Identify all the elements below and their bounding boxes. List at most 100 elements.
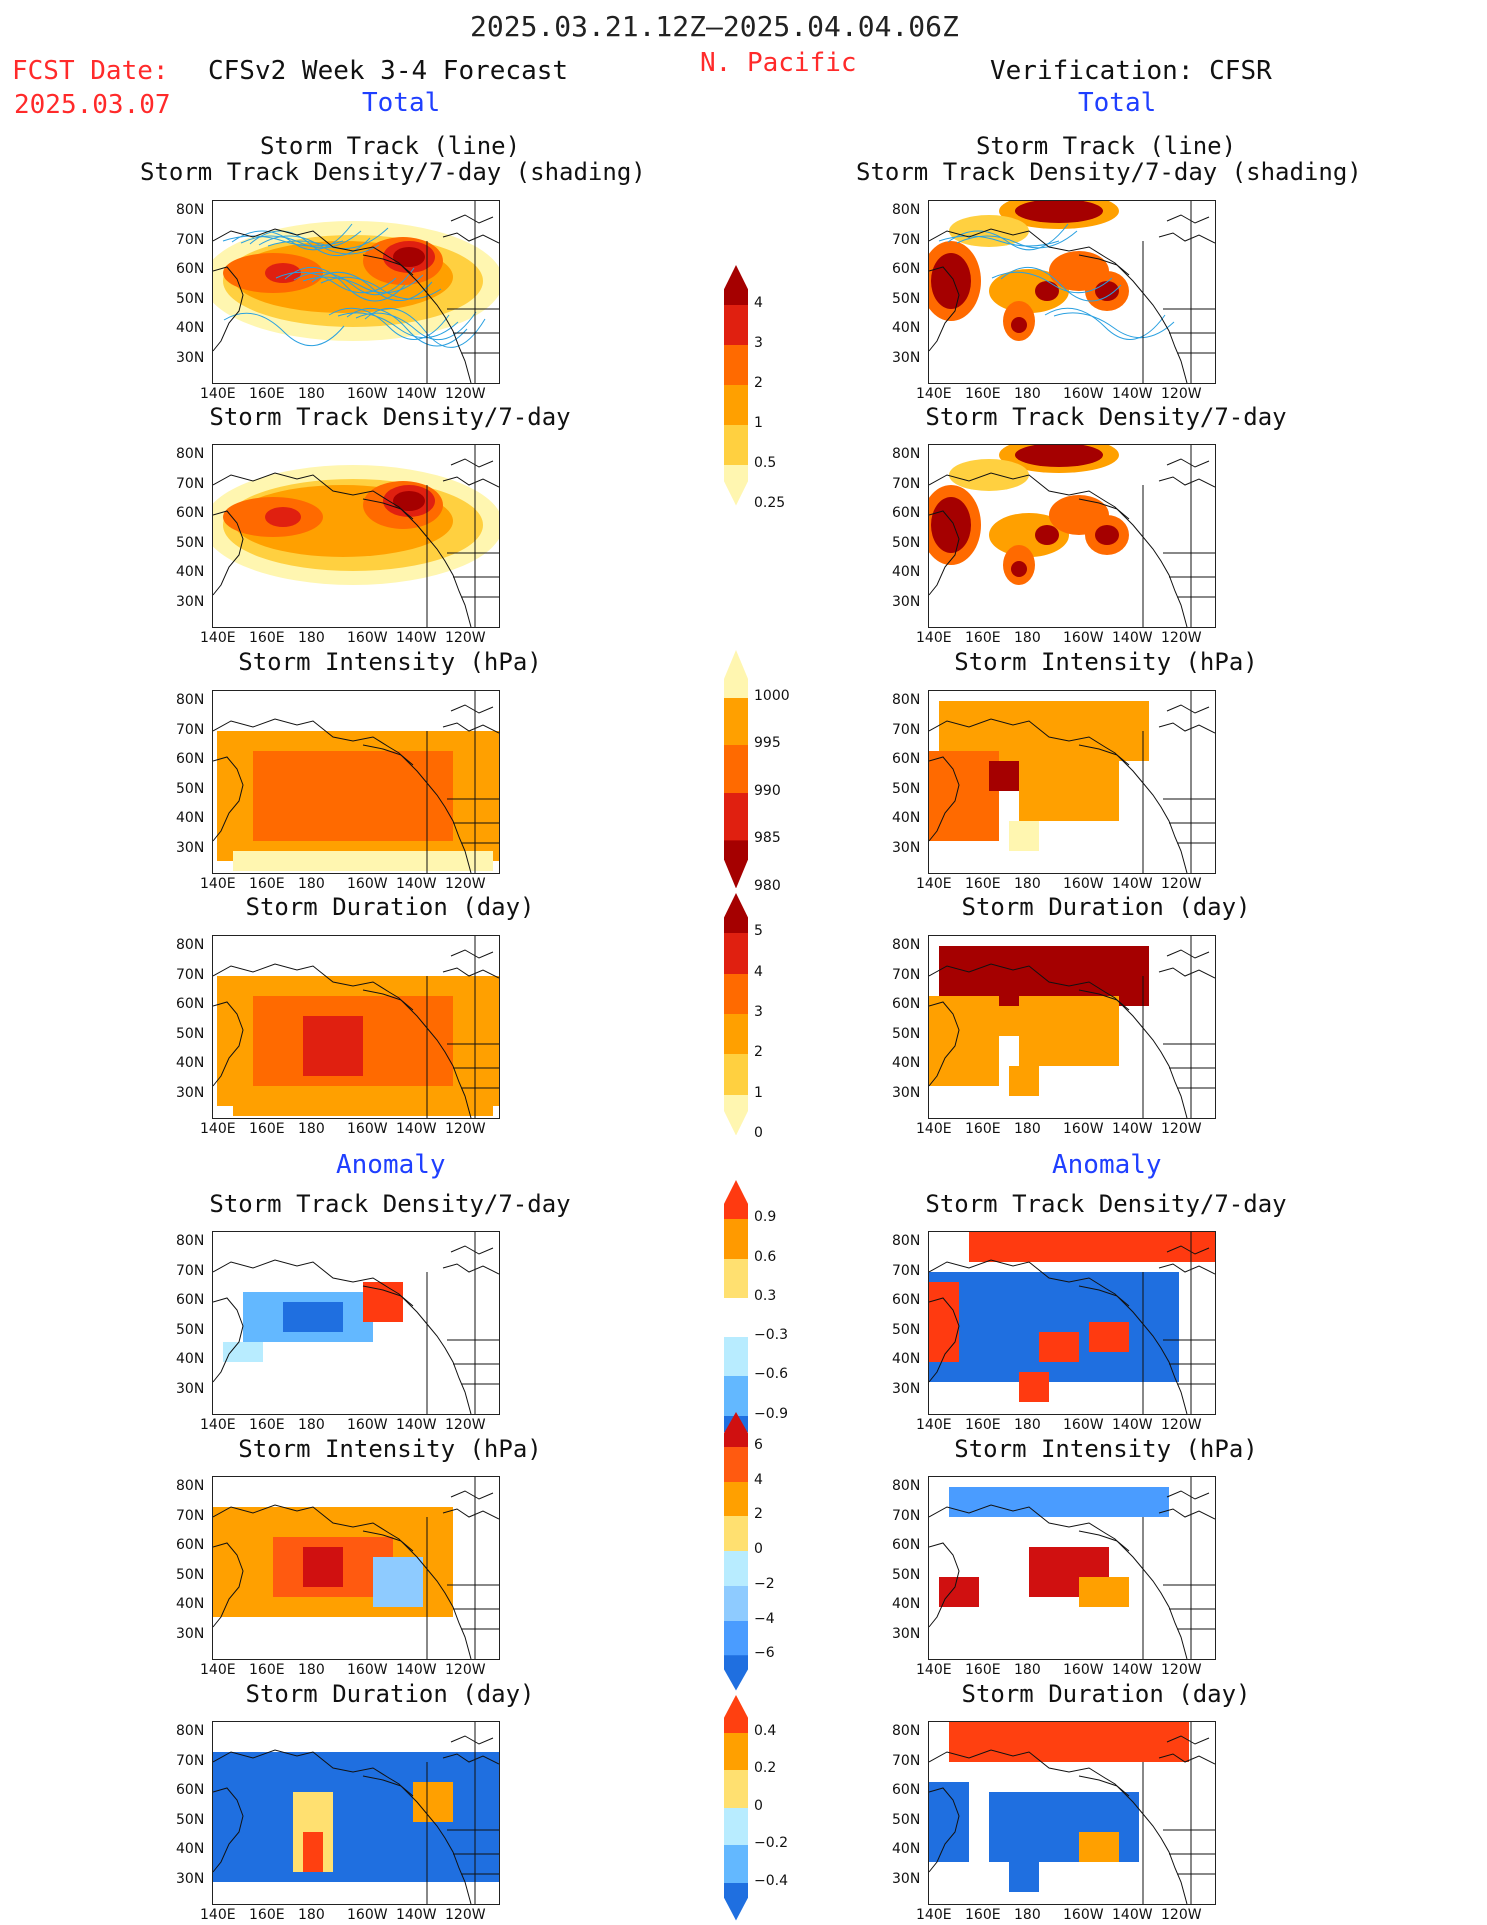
lon-tick-label: 140W [396, 1907, 437, 1923]
colorbar-tick-label: 3 [754, 335, 763, 351]
coastline [1158, 232, 1215, 244]
lon-tick-label: 180 [298, 386, 325, 402]
storm-track-line [364, 308, 486, 348]
lat-tick-label: 70N [176, 475, 205, 492]
colorbar-tick-label: 2 [754, 375, 763, 391]
colorbar-tick-label: 0.25 [754, 495, 786, 511]
lat-tick-label: 40N [176, 1055, 205, 1071]
storm-track-line [956, 230, 1078, 249]
lon-tick-label: 120W [1161, 1907, 1202, 1923]
colorbar-segment [724, 650, 748, 699]
lat-tick-label: 60N [176, 1537, 205, 1553]
lat-tick-label: 80N [892, 937, 921, 953]
map-anom-intensity-cfsr [928, 1476, 1216, 1660]
field-shading [989, 513, 1069, 557]
coastline [447, 308, 499, 354]
coastline [213, 718, 472, 873]
lon-tick-label: 140E [916, 1417, 952, 1433]
map-track-cfsr [928, 200, 1216, 384]
colorbar-segment [724, 1337, 748, 1377]
lon-tick-label: 140W [396, 386, 437, 402]
field-shading [931, 253, 971, 309]
colorbar-tick-label: 2 [754, 1506, 763, 1523]
region-title: N. Pacific [700, 48, 857, 78]
coastline [1078, 498, 1130, 520]
lon-tick-label: 160E [249, 876, 285, 892]
map-canvas [213, 1477, 499, 1659]
field-shading [283, 1302, 343, 1332]
coastline [1158, 1508, 1215, 1520]
coastline [442, 232, 499, 244]
colorbar-segment [724, 1180, 748, 1220]
coastline [1078, 744, 1130, 766]
panel-title-track-shading-left: Storm Track Density/7-day (shading) [140, 158, 646, 186]
field-shading [363, 1282, 403, 1322]
lon-tick-label: 160E [249, 1417, 285, 1433]
colorbar-tick-label: 6 [754, 1436, 763, 1453]
lat-tick-label: 50N [176, 1321, 205, 1338]
field-shading [233, 851, 493, 871]
colorbar-tick-label: 985 [754, 830, 781, 847]
lon-tick-label: 140W [396, 630, 437, 646]
coastline [362, 1530, 414, 1552]
coastline [213, 756, 244, 842]
storm-track-line [302, 274, 424, 294]
lat-tick-label: 60N [892, 505, 921, 521]
lon-tick-label: 180 [1014, 1907, 1041, 1923]
colorbar-segment [724, 1014, 748, 1055]
colorbar-tick-label: −0.2 [754, 1835, 788, 1851]
colorbar-segment [724, 1770, 748, 1808]
panel-title-anom-intensity-right: Storm Intensity (hPa) [954, 1435, 1258, 1463]
lat-tick-label: 70N [176, 1507, 205, 1524]
panel-title-anom-intensity-left: Storm Intensity (hPa) [238, 1435, 542, 1463]
map-canvas [213, 1232, 499, 1414]
lon-tick-label: 140W [1112, 1121, 1153, 1137]
field-shading [1009, 1066, 1039, 1096]
field-shading [939, 1577, 979, 1607]
field-shading [1009, 1862, 1039, 1892]
coastline [213, 510, 244, 596]
colorbar-segment [724, 745, 748, 794]
coastline [1078, 1285, 1130, 1307]
colorbar-segment [724, 1845, 748, 1883]
lat-tick-label: 60N [892, 1292, 921, 1308]
colorbar-tick-label: −4 [754, 1610, 775, 1627]
colorbar-tick-label: 5 [754, 923, 763, 940]
colorbar-segment [724, 425, 748, 466]
lat-tick-label: 60N [176, 1292, 205, 1308]
lat-tick-label: 30N [892, 593, 921, 610]
colorbar-segment [724, 1376, 748, 1417]
lat-tick-label: 60N [892, 1537, 921, 1553]
colorbar-anom-intensity [724, 1412, 748, 1691]
map-canvas [929, 201, 1215, 383]
colorbar-segment [724, 933, 748, 975]
colorbar-tick-label: 1000 [754, 687, 790, 704]
lat-tick-label: 40N [892, 1351, 921, 1367]
lon-tick-label: 160W [1063, 1662, 1104, 1678]
colorbar-tick-label: 3 [754, 1004, 763, 1020]
coastline [1078, 1530, 1130, 1552]
coastline [450, 1245, 494, 1255]
colorbar-segment [724, 1516, 748, 1552]
lon-tick-label: 140W [1112, 876, 1153, 892]
lon-tick-label: 160W [1063, 1417, 1104, 1433]
field-shading [949, 215, 1029, 247]
lat-tick-label: 50N [892, 1025, 921, 1042]
colorbar-segment [724, 1054, 748, 1096]
storm-track-line [267, 227, 389, 250]
lat-tick-label: 70N [892, 966, 921, 983]
lat-tick-label: 70N [892, 721, 921, 738]
field-shading [989, 269, 1069, 313]
lon-tick-label: 140W [1112, 1907, 1153, 1923]
colorbar-segment [724, 1655, 748, 1691]
coastline [929, 1749, 1188, 1904]
map-canvas [929, 936, 1215, 1118]
coastline [442, 1753, 499, 1765]
field-shading [1011, 561, 1027, 577]
lon-tick-label: 160E [249, 386, 285, 402]
colorbar-segment [724, 1481, 748, 1517]
storm-track-line [293, 267, 415, 296]
storm-track-line [258, 235, 380, 255]
lon-tick-label: 120W [445, 630, 486, 646]
fcst-date-label: FCST Date: [12, 56, 169, 86]
